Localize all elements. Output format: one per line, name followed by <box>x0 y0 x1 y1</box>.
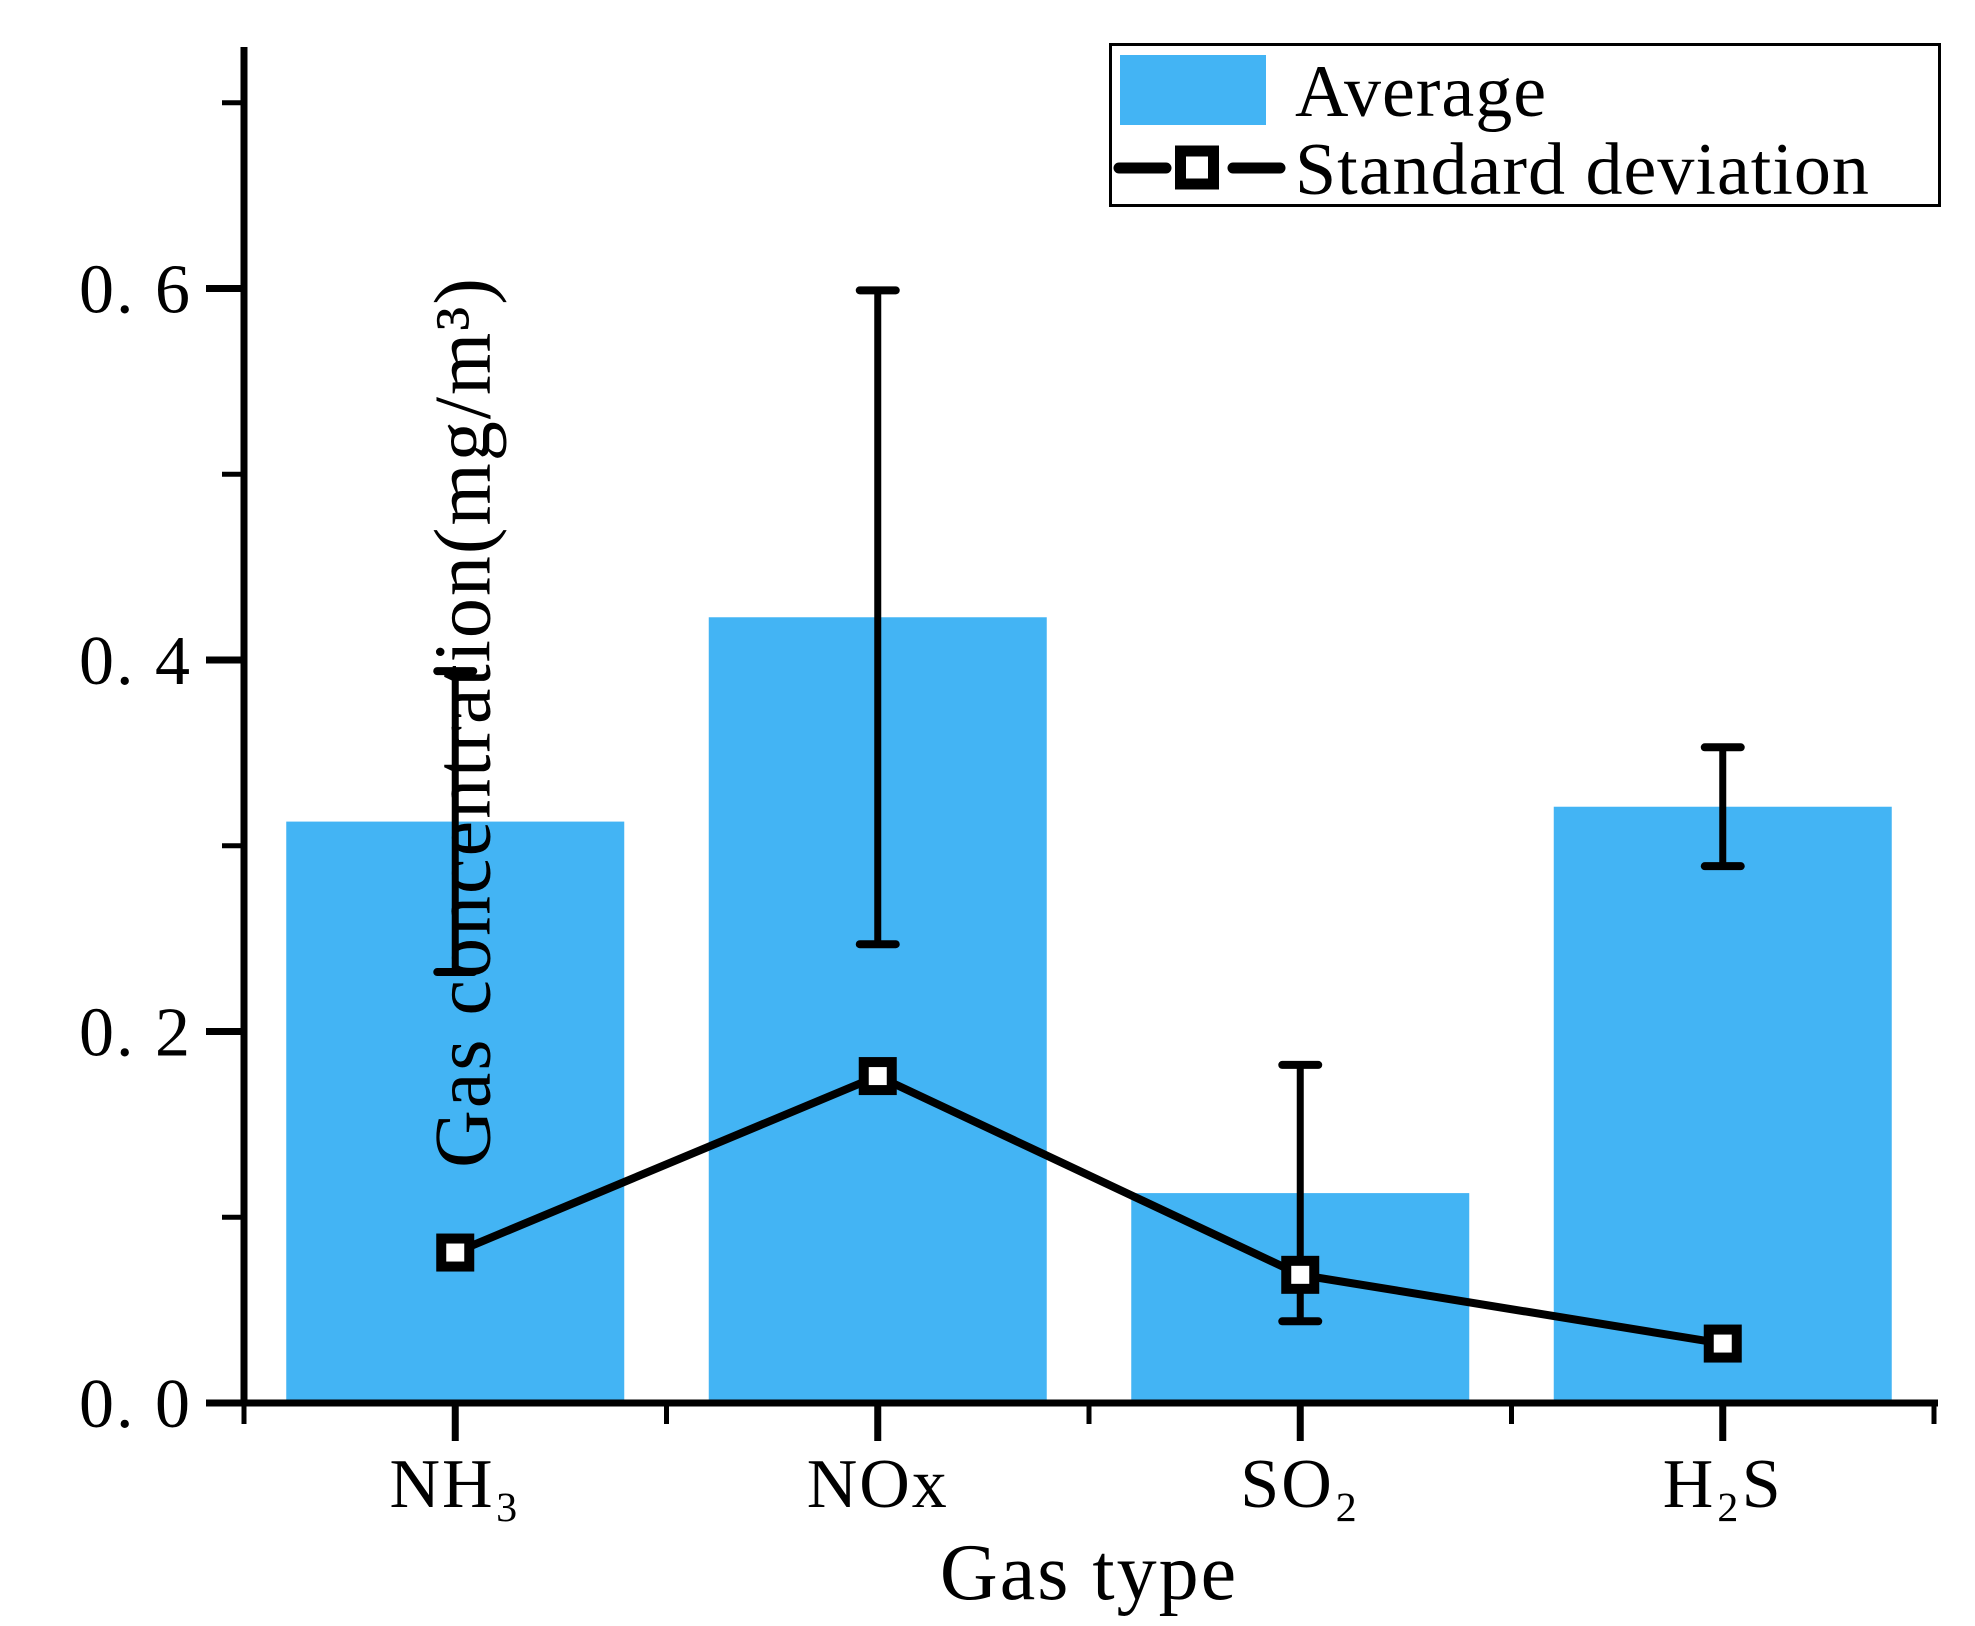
legend-label-average: Average <box>1295 51 1548 133</box>
legend-std-symbol <box>1113 145 1286 190</box>
std-marker-H₂S <box>1703 1324 1742 1363</box>
std-marker-NOx <box>858 1057 897 1096</box>
legend-label-standard-deviation: Standard deviation <box>1295 129 1870 211</box>
legend-average-swatch <box>1120 55 1266 125</box>
y-tick-label: 0. 4 <box>79 623 192 700</box>
x-tick-label-NOx: NOx <box>807 1446 949 1523</box>
y-axis-title: Gas concentration(mg/m³) <box>419 276 508 1168</box>
x-tick-label-H₂S: H₂S <box>1663 1446 1783 1523</box>
std-marker-NH₃ <box>436 1233 475 1272</box>
legend: Average Standard deviation <box>1109 43 1941 207</box>
y-tick-label: 0. 2 <box>79 994 192 1071</box>
x-tick-label-SO₂: SO₂ <box>1240 1446 1360 1523</box>
x-axis-title: Gas type <box>939 1529 1239 1617</box>
std-marker-SO₂ <box>1281 1255 1320 1294</box>
y-tick-label: 0. 0 <box>79 1366 192 1443</box>
std-deviation-line <box>453 1071 1724 1348</box>
y-tick-label: 0. 6 <box>79 251 192 328</box>
x-tick-label-NH₃: NH₃ <box>389 1446 521 1523</box>
bar-H₂S <box>1553 806 1892 1403</box>
